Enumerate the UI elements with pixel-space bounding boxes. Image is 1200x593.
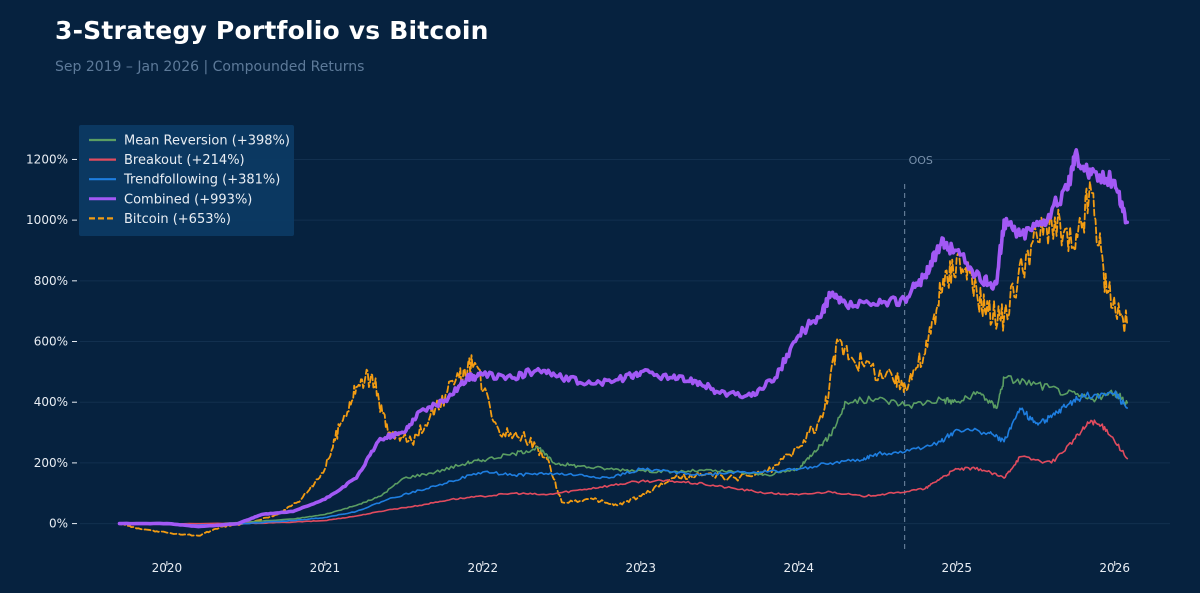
x-tick-label: 2022 (468, 561, 499, 575)
series-line-2 (118, 390, 1129, 526)
series-line-1 (118, 419, 1129, 525)
y-tick-label: 600% (34, 335, 68, 349)
y-tick-label: 400% (34, 395, 68, 409)
y-tick-label: 1000% (26, 213, 68, 227)
series-line-4 (118, 180, 1129, 537)
x-tick-label: 2026 (1099, 561, 1130, 575)
annotations: OOS (904, 154, 933, 550)
y-tick-label: 1200% (26, 152, 68, 166)
legend-label: Combined (+993%) (124, 192, 252, 207)
x-tick-label: 2023 (626, 561, 657, 575)
x-tick-label: 2021 (310, 561, 341, 575)
legend: Mean Reversion (+398%) Breakout (+214%) Tr… (79, 125, 294, 236)
legend-label: Breakout (+214%) (124, 153, 245, 168)
axis-ticks: 0% 200% 400% 600% 800% 1000% 1200% 2020 2021 2022… (26, 152, 1130, 575)
x-tick-label: 2024 (783, 561, 814, 575)
chart-title: 3-Strategy Portfolio vs Bitcoin (55, 16, 489, 45)
legend-label: Bitcoin (+653%) (124, 212, 231, 227)
legend-label: Trendfollowing (+381%) (123, 173, 280, 188)
x-tick-label: 2025 (941, 561, 972, 575)
series-line-0 (118, 375, 1129, 526)
series-lines (117, 148, 1130, 537)
oos-label: OOS (909, 154, 933, 167)
y-tick-label: 200% (34, 456, 68, 470)
x-tick-label: 2020 (152, 561, 183, 575)
legend-box (79, 125, 294, 236)
y-tick-label: 800% (34, 274, 68, 288)
legend-label: Mean Reversion (+398%) (124, 134, 290, 149)
y-tick-label: 0% (49, 517, 68, 531)
chart-subtitle: Sep 2019 – Jan 2026 | Compounded Returns (55, 59, 365, 75)
series-line-3 (117, 148, 1130, 529)
